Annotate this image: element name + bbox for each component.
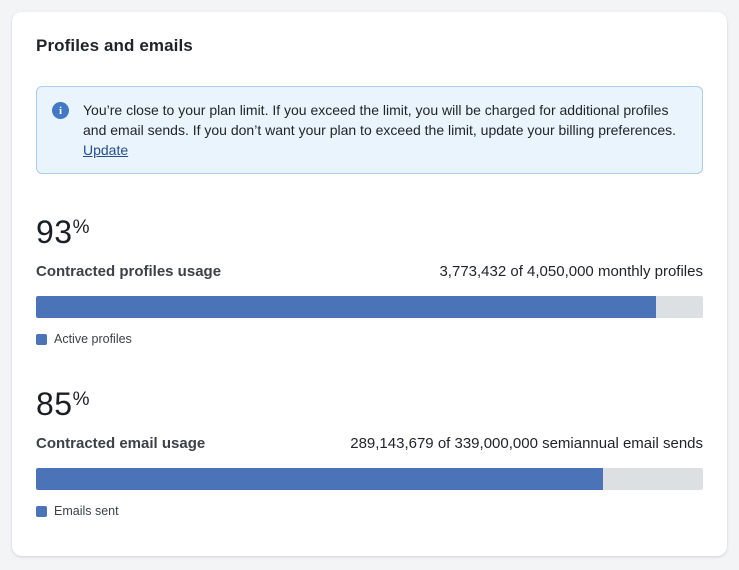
alert-message: You’re close to your plan limit. If you … [83, 100, 686, 160]
profiles-usage-label: Contracted profiles usage [36, 263, 222, 280]
email-percent-symbol: % [72, 389, 90, 410]
info-icon: i [52, 102, 69, 119]
page-title: Profiles and emails [36, 36, 193, 55]
email-legend-label: Emails sent [54, 504, 119, 518]
email-usage-label: Contracted email usage [36, 435, 206, 452]
profiles-usage-percent: 93% [36, 210, 703, 250]
email-usage-detail: 289,143,679 of 339,000,000 semiannual em… [350, 435, 703, 452]
update-billing-link[interactable]: Update [83, 142, 129, 158]
profiles-usage-section: 93% Contracted profiles usage 3,773,432 … [36, 210, 703, 346]
email-usage-percent: 85% [36, 382, 703, 422]
profiles-legend-label: Active profiles [54, 332, 132, 346]
profiles-legend: Active profiles [36, 332, 703, 346]
profiles-progress-fill [36, 296, 657, 318]
email-usage-section: 85% Contracted email usage 289,143,679 o… [36, 382, 703, 518]
email-percent-value: 85 [36, 386, 73, 422]
profiles-percent-symbol: % [72, 217, 90, 238]
profiles-percent-value: 93 [36, 214, 73, 250]
profiles-usage-detail: 3,773,432 of 4,050,000 monthly profiles [439, 263, 703, 280]
email-legend-swatch-icon [36, 505, 47, 517]
email-progress-track [36, 468, 703, 490]
profiles-usage-label-row: Contracted profiles usage 3,773,432 of 4… [36, 263, 703, 280]
profiles-and-emails-card: Profiles and emails i You’re close to yo… [12, 12, 727, 556]
email-progress-fill [36, 468, 603, 490]
profiles-legend-swatch-icon [36, 333, 47, 345]
profiles-progress-track [36, 296, 703, 318]
email-usage-label-row: Contracted email usage 289,143,679 of 33… [36, 435, 703, 452]
plan-limit-alert: i You’re close to your plan limit. If yo… [36, 86, 703, 174]
alert-message-text: You’re close to your plan limit. If you … [83, 102, 677, 138]
email-legend: Emails sent [36, 504, 703, 518]
